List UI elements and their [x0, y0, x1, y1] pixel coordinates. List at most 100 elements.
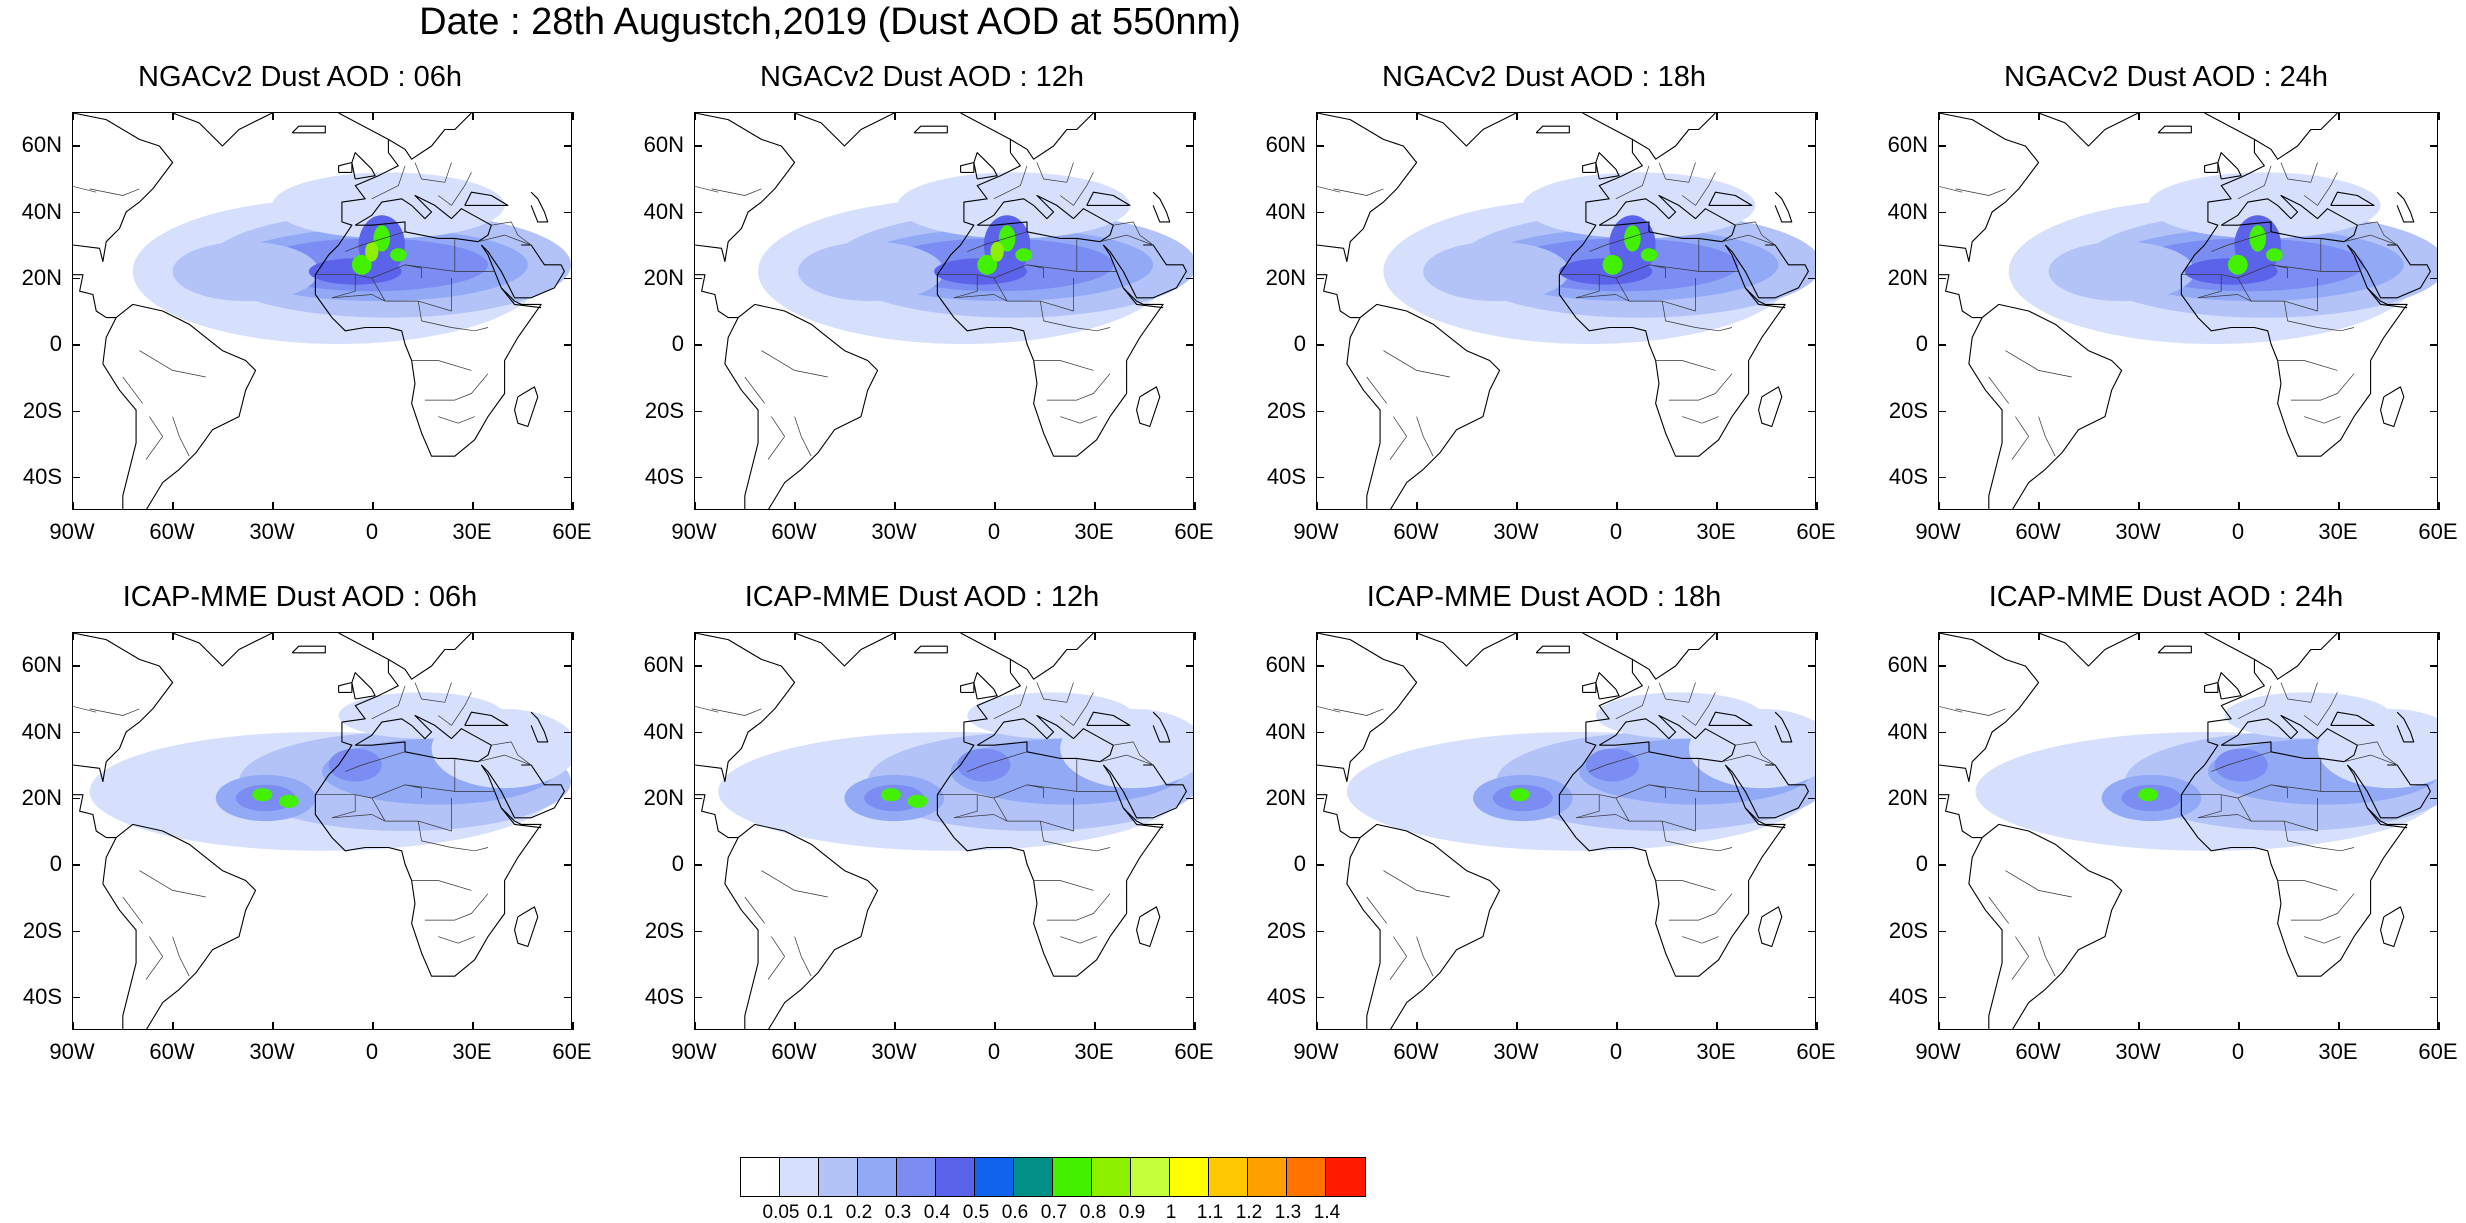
x-tick	[72, 112, 74, 120]
aod-contour-high	[252, 788, 273, 802]
country-border	[1939, 706, 1963, 713]
x-tick-label: 90W	[1293, 1039, 1339, 1064]
coastline	[530, 191, 549, 223]
map-frame	[1938, 112, 2438, 510]
x-tick	[2438, 112, 2440, 120]
country-border	[967, 751, 1028, 772]
country-border	[2270, 784, 2288, 798]
coastline	[2380, 906, 2405, 948]
country-border	[967, 231, 1028, 252]
y-tick	[72, 731, 80, 733]
x-tick-label: 60W	[2015, 519, 2061, 544]
x-tick	[694, 1022, 696, 1030]
x-tick	[1816, 1022, 1818, 1030]
y-tick	[72, 797, 80, 800]
country-border	[1658, 162, 1696, 183]
y-tick	[1938, 996, 1946, 999]
coastline	[1582, 161, 1597, 173]
colorbar-label: 1.2	[1235, 1202, 1263, 1223]
colorbar-swatch	[741, 1158, 780, 1196]
country-border	[1033, 360, 1094, 371]
coastline	[172, 113, 273, 147]
coastline	[514, 386, 539, 428]
x-tick-label: 60E	[1174, 1039, 1214, 1064]
x-tick	[1194, 632, 1196, 640]
map-panel: ICAP-MME Dust AOD : 12h 60N 40N 20N 0 20S 40S 9…	[622, 580, 1222, 1100]
y-tick	[2430, 864, 2438, 866]
country-border	[761, 870, 828, 898]
x-tick-label: 30E	[1696, 519, 1736, 544]
country-border	[711, 188, 762, 196]
x-tick	[372, 502, 374, 510]
y-tick	[72, 277, 80, 280]
coastline	[1086, 191, 1131, 206]
coastline	[1359, 303, 1501, 509]
country-border	[315, 238, 456, 279]
colorbar-label: 0.3	[884, 1202, 912, 1223]
y-tick	[564, 996, 572, 999]
aod-contour-high	[2266, 248, 2283, 262]
x-tick	[172, 1022, 174, 1030]
country-border	[1059, 172, 1094, 206]
x-tick	[794, 632, 796, 640]
y-tick-label: 60N	[1887, 652, 1928, 678]
x-tick-label: 60W	[149, 1039, 195, 1064]
y-tick	[1938, 211, 1946, 213]
x-tick	[1194, 112, 1196, 120]
y-tick	[2430, 996, 2438, 999]
country-border	[437, 692, 472, 726]
country-border	[73, 706, 97, 713]
x-tick-label: 0	[987, 519, 1001, 544]
x-tick	[1938, 502, 1940, 510]
country-border	[1033, 880, 1094, 891]
country-border	[1389, 936, 1407, 980]
y-tick-label: 20N	[1265, 264, 1306, 290]
x-tick-label: 0	[2231, 1039, 2245, 1064]
coastline	[695, 113, 796, 263]
country-border	[1682, 936, 1719, 944]
x-tick	[1516, 112, 1518, 120]
y-tick-label: 40S	[1266, 983, 1306, 1009]
country-border	[491, 221, 532, 246]
country-border	[1615, 797, 1696, 832]
panel-title: ICAP-MME Dust AOD : 06h	[122, 581, 478, 613]
coastline	[73, 274, 117, 319]
country-border	[1668, 893, 1733, 921]
y-tick	[1938, 665, 1946, 667]
x-tick	[694, 112, 696, 120]
coastline	[976, 194, 1114, 243]
aod-contour-high	[990, 241, 1004, 262]
country-border	[2197, 274, 2222, 299]
country-border	[1735, 741, 1776, 766]
country-border	[767, 416, 785, 460]
x-tick-label: 60E	[1796, 519, 1836, 544]
x-tick-label: 90W	[671, 519, 717, 544]
country-border	[1366, 896, 1387, 924]
country-border	[1559, 758, 1700, 799]
country-border	[2038, 936, 2056, 977]
colorbar-swatch	[1248, 1158, 1287, 1196]
y-tick-label: 20N	[1887, 264, 1928, 290]
x-tick	[472, 112, 474, 120]
x-tick	[1938, 632, 1940, 640]
x-tick	[994, 112, 996, 120]
y-tick-label: 40N	[643, 198, 684, 224]
map-panel: ICAP-MME Dust AOD : 18h 60N 40N 20N 0 20S 40S 9…	[1244, 580, 1844, 1100]
map-panel: NGACv2 Dust AOD : 12h 60N 40N 20N 0 20S 40S 90W…	[622, 60, 1222, 580]
coastline	[1981, 303, 2123, 509]
y-tick	[1316, 797, 1324, 800]
country-border	[711, 708, 762, 716]
country-border	[145, 416, 163, 460]
coastline	[1598, 194, 1736, 243]
y-tick	[72, 145, 80, 147]
x-tick-label: 30W	[2115, 1039, 2161, 1064]
coastlines	[695, 633, 1187, 1029]
coastline	[172, 633, 273, 667]
y-tick	[1186, 277, 1194, 280]
country-border	[1060, 416, 1097, 424]
country-border	[1655, 880, 1716, 891]
y-tick	[2430, 145, 2438, 147]
country-border	[2343, 234, 2398, 246]
y-tick-label: 0	[49, 851, 62, 877]
x-tick	[1316, 632, 1318, 640]
